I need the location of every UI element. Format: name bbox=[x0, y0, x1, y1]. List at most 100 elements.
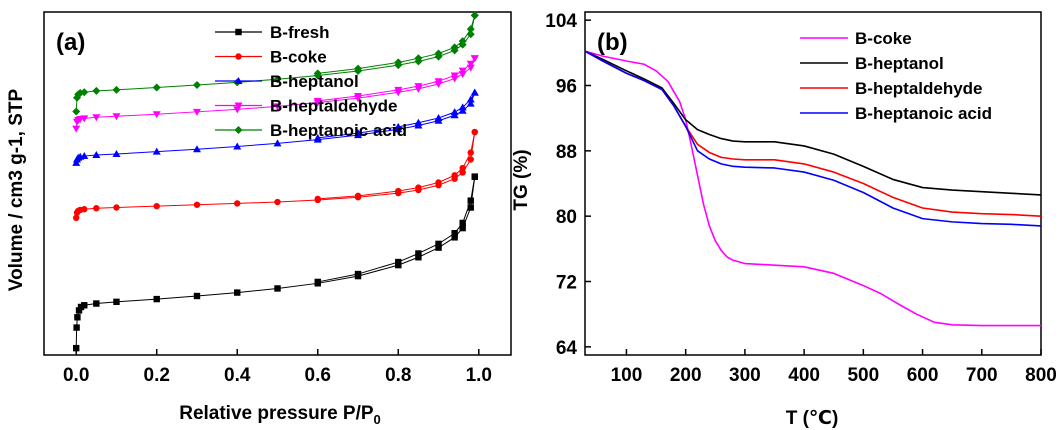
b-fresh-desorption-point-8 bbox=[471, 173, 478, 180]
b-coke-adsorption-point-6 bbox=[113, 204, 120, 211]
b-fresh-adsorption-point-3 bbox=[75, 307, 83, 314]
legend-b-label-b-heptanol: B-heptanol bbox=[855, 54, 944, 73]
b-heptanol-adsorption-point-8 bbox=[192, 145, 201, 153]
b-heptaldehyde-desorption-point-1 bbox=[354, 93, 363, 101]
legend-a-label-b-fresh: B-fresh bbox=[270, 23, 330, 42]
line-b-b-coke bbox=[584, 50, 1041, 327]
b-fresh-adsorption-point-16 bbox=[435, 244, 442, 251]
b-heptanoic-acid-adsorption-point-5 bbox=[92, 86, 101, 95]
b-fresh-desorption-point-4 bbox=[435, 240, 442, 248]
b-fresh-adsorption-point-15 bbox=[415, 254, 422, 261]
b-heptaldehyde-desorption-point-7 bbox=[466, 60, 475, 68]
b-heptanol-adsorption-point-7 bbox=[152, 147, 161, 155]
b-coke-adsorption-point-7 bbox=[153, 202, 160, 210]
b-fresh-adsorption-point-1 bbox=[73, 324, 80, 331]
b-heptanoic-acid-adsorption-point-8 bbox=[192, 81, 201, 90]
b-fresh-desorption-point-3 bbox=[415, 250, 422, 257]
legend-a-marker-b-heptaldehyde bbox=[234, 102, 243, 110]
b-heptanoic-acid-desorption-point-8 bbox=[470, 11, 479, 20]
b-heptaldehyde-adsorption-line bbox=[75, 58, 476, 129]
x-tick-label-a-2: 0.4 bbox=[224, 365, 251, 386]
y-tick-label-b-4: 96 bbox=[556, 77, 577, 98]
b-heptaldehyde-adsorption-point-6 bbox=[112, 113, 121, 121]
b-heptanol-adsorption-point-18 bbox=[466, 99, 475, 107]
b-heptanoic-acid-desorption-point-7 bbox=[466, 25, 475, 34]
b-fresh-adsorption-point-19 bbox=[467, 204, 474, 211]
b-heptanoic-acid-desorption-point-6 bbox=[458, 37, 467, 46]
b-coke-adsorption-point-0 bbox=[73, 214, 80, 221]
b-heptaldehyde-desorption-point-8 bbox=[470, 55, 479, 63]
x-tick-label-b-5: 600 bbox=[907, 365, 939, 386]
b-fresh-adsorption-point-0 bbox=[73, 344, 80, 352]
b-heptaldehyde-desorption-point-4 bbox=[434, 78, 443, 86]
b-heptanol-adsorption-point-9 bbox=[233, 142, 242, 150]
b-heptanoic-acid-desorption-point-2 bbox=[394, 58, 403, 67]
b-heptanoic-acid-adsorption-point-4 bbox=[80, 88, 89, 97]
x-tick-label-b-2: 300 bbox=[729, 365, 761, 386]
y-axis-title-a: Volume / cm3 g-1, STP bbox=[6, 88, 27, 291]
panel-b-tg-chart: (b) 100 200 300 400 500 600 700 800647280889610… bbox=[511, 11, 1057, 429]
b-heptaldehyde-adsorption-point-4 bbox=[80, 115, 89, 123]
b-coke-adsorption-point-9 bbox=[234, 200, 241, 207]
x-tick-label-a-3: 0.6 bbox=[305, 365, 331, 386]
b-heptanol-desorption-point-3 bbox=[414, 118, 423, 126]
panel-label-a: (a) bbox=[56, 29, 85, 56]
b-coke-desorption-point-7 bbox=[467, 149, 474, 156]
b-fresh-desorption-point-6 bbox=[459, 219, 466, 227]
y-tick-label-b-1: 72 bbox=[556, 273, 577, 294]
b-heptanol-desorption-point-2 bbox=[394, 122, 403, 130]
b-coke-adsorption-point-10 bbox=[274, 198, 281, 206]
b-heptanol-desorption-point-4 bbox=[434, 113, 443, 121]
b-coke-desorption-point-0 bbox=[314, 195, 321, 203]
b-fresh-adsorption-point-5 bbox=[81, 302, 88, 309]
b-coke-desorption-point-5 bbox=[451, 172, 458, 179]
b-fresh-adsorption-point-10 bbox=[234, 289, 241, 296]
b-heptaldehyde-adsorption-point-5 bbox=[92, 114, 101, 122]
x-tick-label-b-4: 500 bbox=[847, 365, 879, 386]
b-heptanoic-acid-adsorption-point-18 bbox=[466, 30, 475, 39]
legend-a-label-b-heptanol: B-heptanol bbox=[270, 72, 359, 91]
b-heptanol-desorption-point-7 bbox=[466, 95, 475, 103]
b-heptanol-desorption-point-5 bbox=[450, 108, 459, 116]
legend-a-label-b-heptanoic-acid: B-heptanoic acid bbox=[270, 121, 407, 140]
x-tick-label-a-4: 0.8 bbox=[385, 365, 411, 386]
legend-a-marker-b-fresh bbox=[235, 28, 242, 36]
legend-b: B-coke B-heptanol B-heptaldehyde B-heptanoi… bbox=[800, 29, 992, 123]
line-b-b-heptanoic-acid bbox=[584, 50, 1042, 227]
b-coke-adsorption-point-17 bbox=[459, 169, 466, 176]
b-fresh-adsorption-point-7 bbox=[113, 298, 120, 306]
b-heptanol-adsorption-point-6 bbox=[112, 150, 121, 158]
b-heptanol-desorption-point-8 bbox=[470, 88, 479, 96]
x-tick-label-b-7: 800 bbox=[1025, 365, 1057, 386]
legend-a: B-fresh B-coke B-heptanol B-heptaldehyde B-h… bbox=[215, 23, 407, 140]
b-heptanoic-acid-adsorption-point-6 bbox=[112, 85, 121, 94]
legend-b-label-b-heptanoic-acid: B-heptanoic acid bbox=[855, 104, 992, 123]
b-heptanoic-acid-adsorption-point-0 bbox=[72, 107, 81, 116]
b-fresh-adsorption-point-9 bbox=[193, 292, 201, 300]
x-tick-label-b-0: 100 bbox=[611, 365, 643, 386]
b-heptaldehyde-adsorption-point-7 bbox=[152, 111, 161, 119]
b-fresh-desorption-point-2 bbox=[395, 258, 402, 266]
series-group-b bbox=[584, 50, 1042, 327]
y-tick-label-b-2: 80 bbox=[556, 207, 577, 228]
b-heptanol-desorption-point-0 bbox=[313, 133, 322, 141]
b-coke-desorption-point-4 bbox=[435, 179, 442, 186]
legend-a-label-b-heptaldehyde: B-heptaldehyde bbox=[270, 97, 398, 116]
b-fresh-adsorption-point-6 bbox=[93, 300, 100, 307]
x-axis-ticks-a: 0.0 0.2 0.4 0.6 0.8 1.0 bbox=[63, 349, 492, 386]
legend-a-marker-b-coke bbox=[235, 53, 242, 60]
y-axis-title-b: TG (%) bbox=[511, 149, 532, 210]
x-tick-label-b-6: 700 bbox=[966, 365, 998, 386]
b-heptaldehyde-desorption-point-3 bbox=[414, 83, 423, 91]
b-heptaldehyde-adsorption-point-0 bbox=[72, 125, 81, 133]
b-fresh-desorption-point-0 bbox=[314, 278, 321, 286]
plot-frame-a bbox=[43, 11, 512, 356]
b-heptaldehyde-desorption-point-0 bbox=[313, 97, 322, 105]
b-fresh-adsorption-point-17 bbox=[451, 234, 458, 241]
b-coke-adsorption-point-5 bbox=[93, 204, 100, 212]
b-fresh-adsorption-point-4 bbox=[77, 303, 85, 311]
b-heptaldehyde-desorption-point-6 bbox=[458, 67, 467, 75]
y-tick-label-b-0: 64 bbox=[556, 338, 578, 359]
x-axis-title-b: T (℃) bbox=[786, 408, 839, 429]
